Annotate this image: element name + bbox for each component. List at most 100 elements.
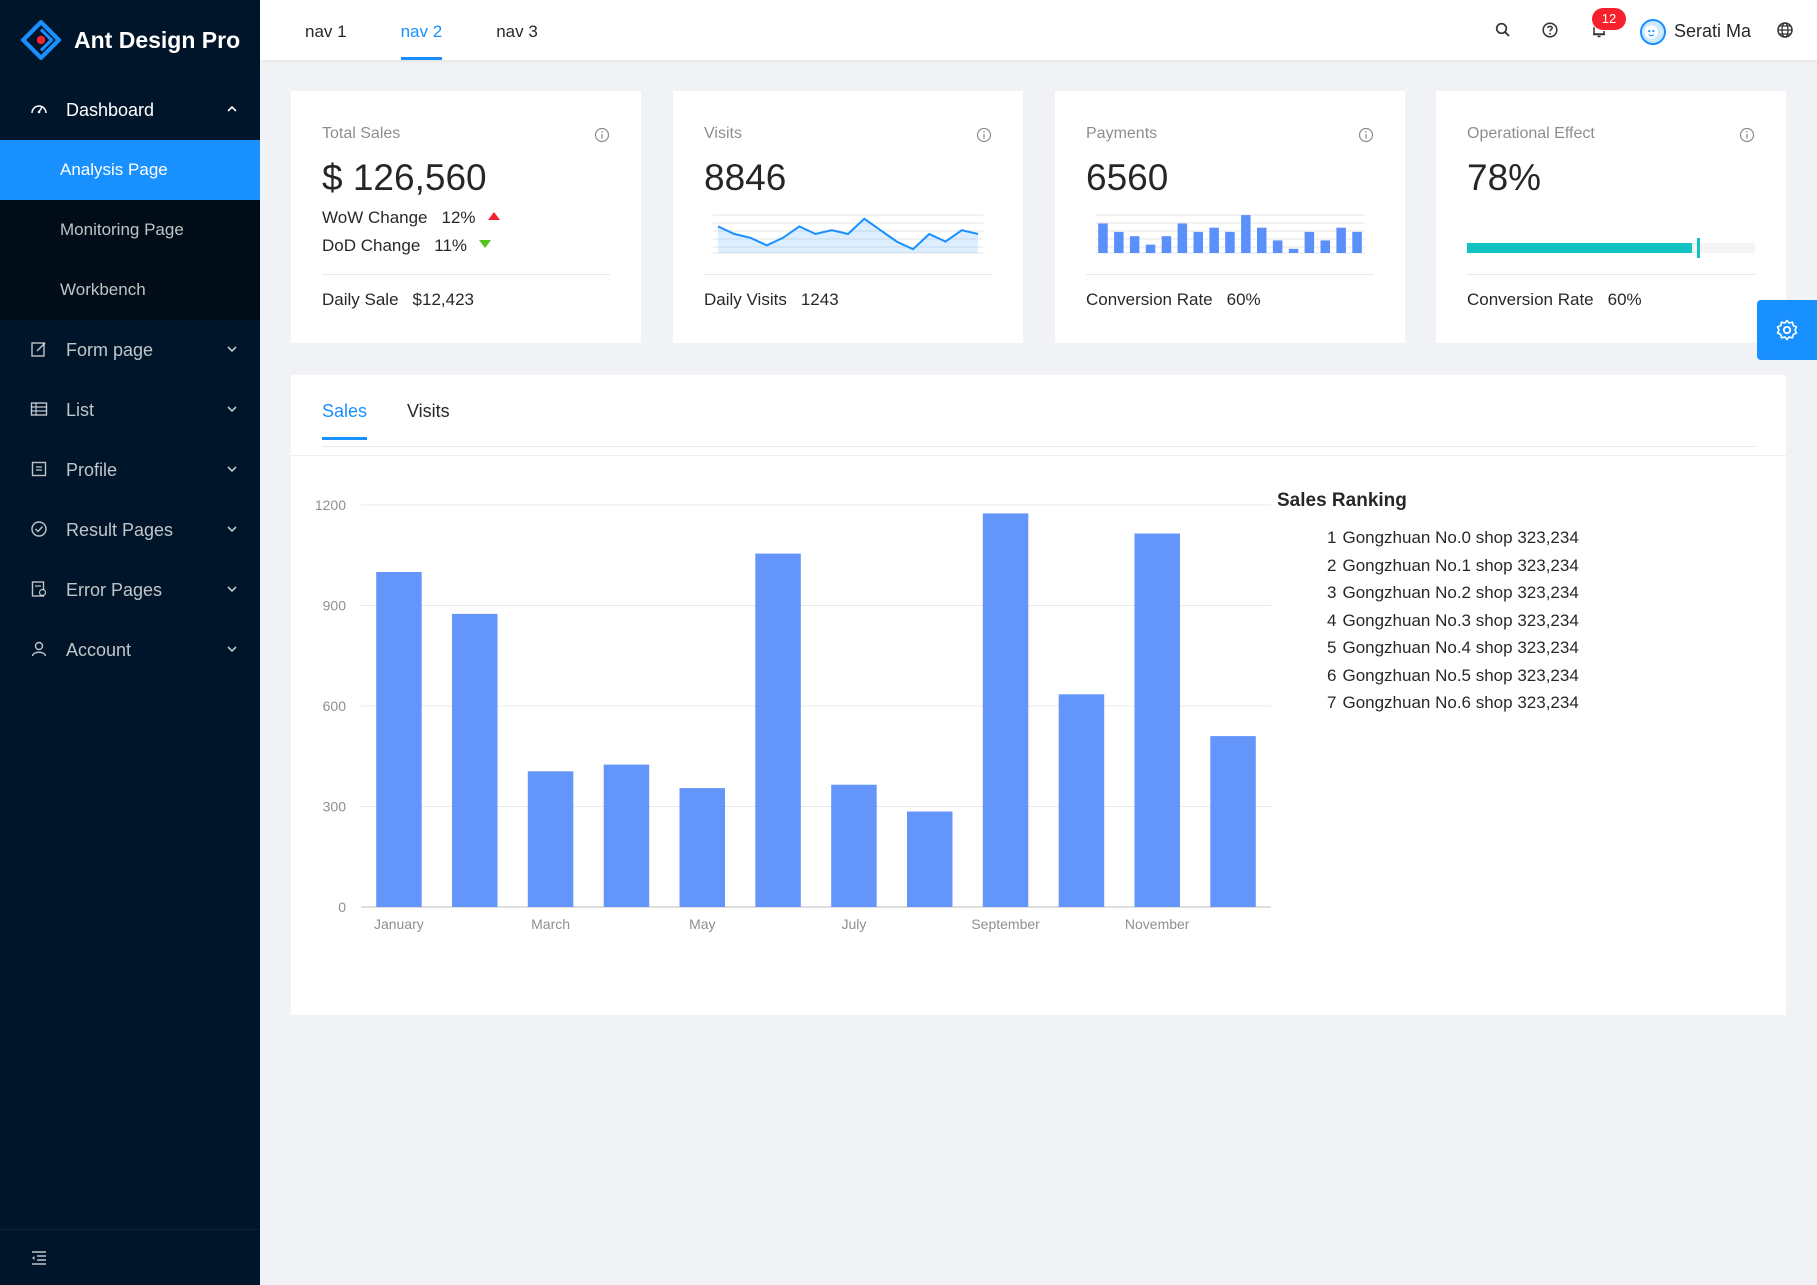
ranking-value: 323,234 xyxy=(1517,693,1579,712)
sidebar-item-result[interactable]: Result Pages xyxy=(0,500,260,560)
card-title: Payments xyxy=(1086,125,1158,142)
ranking-value: 323,234 xyxy=(1517,638,1579,657)
username[interactable]: Serati Ma xyxy=(1674,21,1752,41)
mini-bar xyxy=(1336,227,1346,253)
sidebar: Ant Design Pro Dashboard Analysis Page M… xyxy=(0,0,260,1285)
sidebar-item-workbench[interactable]: Workbench xyxy=(60,280,146,299)
chart-bar[interactable] xyxy=(1210,736,1256,907)
sidebar-item-profile[interactable]: Profile xyxy=(0,440,260,500)
ranking-number: 3 xyxy=(1327,583,1337,602)
ranking-shop: Gongzhuan No.2 shop xyxy=(1342,583,1513,602)
sidebar-item-dashboard[interactable]: Dashboard xyxy=(0,80,260,140)
menu-fold-icon xyxy=(32,1250,46,1265)
sidebar-item-monitoring[interactable]: Monitoring Page xyxy=(60,220,184,239)
sidebar-item-form[interactable]: Form page xyxy=(0,320,260,380)
top-nav: nav 1 nav 2 nav 3 xyxy=(305,0,592,60)
tab-sales[interactable]: Sales xyxy=(322,401,368,440)
ant-design-logo-icon xyxy=(21,20,61,60)
chart-bar[interactable] xyxy=(831,784,877,907)
chevron-down-icon xyxy=(227,586,237,593)
progress-bar xyxy=(1467,238,1755,258)
ranking-number: 5 xyxy=(1327,638,1337,657)
settings-drawer-button[interactable] xyxy=(1757,300,1817,360)
app-title: Ant Design Pro xyxy=(74,26,241,53)
x-tick-label: May xyxy=(689,916,715,932)
card-payments: Payments 6560 Conversion Rate 60% xyxy=(1055,91,1405,343)
card-value: 6560 xyxy=(1086,157,1169,198)
card-value: 78% xyxy=(1467,157,1542,198)
sidebar-item-error[interactable]: Error Pages xyxy=(0,560,260,620)
chart-bar[interactable] xyxy=(452,613,498,907)
ranking-value: 323,234 xyxy=(1517,610,1579,630)
ranking-item: 4 Gongzhuan No.3 shop 323,234 xyxy=(1327,611,1579,639)
collapse-sidebar-button[interactable] xyxy=(0,1229,260,1285)
mini-bar xyxy=(1161,236,1172,253)
sidebar-item-label: Account xyxy=(66,639,132,660)
footer-value: 60% xyxy=(1607,290,1642,309)
wow-change: WoW Change 12% xyxy=(322,208,500,228)
logo[interactable]: Ant Design Pro xyxy=(0,0,260,80)
info-circle-icon[interactable] xyxy=(976,127,992,143)
ranking-shop: Gongzhuan No.3 shop xyxy=(1342,610,1513,630)
caret-down-icon xyxy=(479,240,492,248)
table-icon xyxy=(30,400,50,420)
mini-bar xyxy=(1225,231,1235,253)
chevron-down-icon xyxy=(227,466,237,473)
info-circle-icon[interactable] xyxy=(1739,127,1755,143)
nav-item-2[interactable]: nav 2 xyxy=(400,0,442,60)
chart-bar[interactable] xyxy=(907,811,953,908)
chart-bar[interactable] xyxy=(755,553,801,907)
user-icon xyxy=(30,640,50,660)
sidebar-item-list[interactable]: List xyxy=(0,380,260,440)
divider xyxy=(1086,274,1374,275)
nav-item-3[interactable]: nav 3 xyxy=(496,22,538,41)
globe-icon[interactable] xyxy=(1776,21,1794,39)
sidebar-item-label: Profile xyxy=(66,459,118,480)
card-total-sales: Total Sales $ 126,560 WoW Change 12% DoD … xyxy=(291,91,641,343)
chevron-down-icon xyxy=(227,646,237,653)
ranking-item: 6 Gongzhuan No.5 shop 323,234 xyxy=(1327,666,1579,694)
sidebar-item-analysis[interactable]: Analysis Page xyxy=(0,140,260,200)
info-circle-icon[interactable] xyxy=(594,127,610,143)
chart-bar[interactable] xyxy=(603,764,650,907)
search-icon[interactable] xyxy=(1494,21,1512,39)
chart-bar[interactable] xyxy=(376,572,422,907)
chart-bar[interactable] xyxy=(527,771,574,907)
avatar[interactable] xyxy=(1640,19,1666,45)
card-visits: Visits 8846 Daily Visits 1243 xyxy=(673,91,1023,343)
chart-bar[interactable] xyxy=(1134,533,1181,908)
y-tick-label: 600 xyxy=(323,698,347,714)
footer-label: Daily Sale xyxy=(322,290,399,309)
chevron-up-icon xyxy=(227,105,237,112)
sidebar-item-account[interactable]: Account xyxy=(0,620,260,680)
chart-bar[interactable] xyxy=(679,788,726,907)
help-icon[interactable] xyxy=(1541,21,1559,39)
profile-icon xyxy=(30,460,50,480)
nav-item-1[interactable]: nav 1 xyxy=(305,22,347,41)
sidebar-item-label: Form page xyxy=(66,339,154,360)
chart-bar[interactable] xyxy=(982,513,1029,907)
progress-target-marker xyxy=(1697,238,1701,258)
x-tick-label: January xyxy=(374,916,424,932)
dashboard-submenu: Analysis Page Monitoring Page Workbench xyxy=(0,140,260,320)
info-circle-icon[interactable] xyxy=(1358,127,1374,143)
sparkline-area xyxy=(718,218,978,253)
gear-icon xyxy=(1776,319,1798,341)
tab-visits[interactable]: Visits xyxy=(407,401,450,421)
y-tick-label: 1200 xyxy=(315,497,346,513)
ranking-shop: Gongzhuan No.6 shop xyxy=(1342,693,1513,712)
chart-bar[interactable] xyxy=(1058,694,1105,907)
card-footer: Daily Sale $12,423 xyxy=(322,290,474,310)
mini-bar xyxy=(1304,231,1315,253)
card-value: $ 126,560 xyxy=(322,157,487,198)
mini-bar xyxy=(1177,223,1188,253)
payments-mini-bar-chart xyxy=(1095,214,1365,254)
sales-tabs: Sales Visits xyxy=(322,375,1755,447)
card-title: Operational Effect xyxy=(1467,125,1595,142)
wow-value: 12% xyxy=(441,208,476,227)
chevron-down-icon xyxy=(227,346,237,353)
sidebar-item-label: Error Pages xyxy=(66,579,163,600)
mini-bar xyxy=(1288,248,1299,253)
ranking-value: 323,234 xyxy=(1517,665,1579,685)
y-tick-label: 0 xyxy=(338,899,346,915)
